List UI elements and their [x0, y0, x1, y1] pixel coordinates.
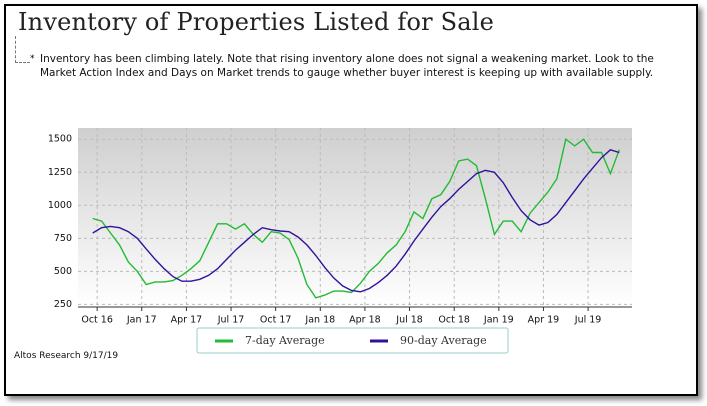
x-tick-label: Jul 17 [217, 315, 245, 326]
legend-box [196, 327, 509, 354]
bracket [15, 36, 30, 63]
series-line [92, 137, 620, 299]
x-tick-label: Apr 19 [528, 315, 560, 326]
plot-background [78, 128, 632, 307]
y-tick-label: 500 [54, 266, 72, 277]
x-tick-label: Jan 18 [304, 315, 335, 326]
note: Inventory has been climbing lately. Note… [40, 53, 654, 79]
title: Inventory of Properties Listed for Sale [18, 8, 495, 36]
y-tick-label: 750 [54, 233, 72, 244]
bullet: * [30, 54, 35, 64]
x-tick-label: Jul 18 [395, 315, 423, 326]
legend-label: 90-day Average [400, 334, 487, 347]
y-tick-label: 1500 [48, 134, 72, 145]
x-tick-label: Oct 18 [438, 315, 470, 326]
y-tick-label: 1000 [48, 200, 72, 211]
x-tick-label: Apr 18 [349, 315, 381, 326]
y-tick-label: 1250 [48, 167, 72, 178]
series-line [92, 149, 620, 293]
legend-label: 7-day Average [245, 334, 325, 347]
x-tick-label: Oct 17 [260, 315, 292, 326]
x-tick-label: Jan 19 [483, 315, 514, 326]
x-tick-label: Apr 17 [171, 315, 203, 326]
y-tick-label: 250 [54, 299, 72, 310]
source: Altos Research 9/17/19 [14, 351, 119, 361]
x-tick-label: Oct 16 [81, 315, 113, 326]
x-tick-label: Jul 19 [574, 315, 602, 326]
x-tick-label: Jan 17 [126, 315, 157, 326]
